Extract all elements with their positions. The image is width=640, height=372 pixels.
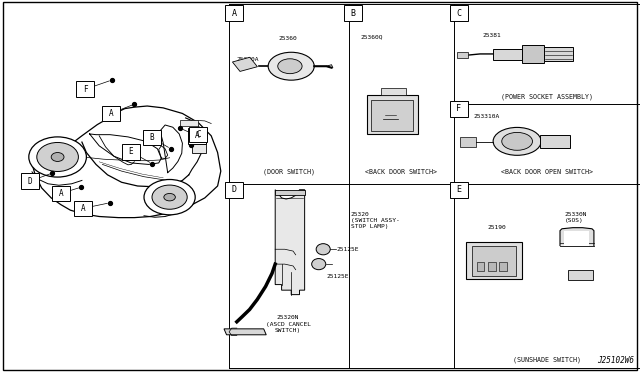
Ellipse shape [268, 52, 314, 80]
Text: A: A [58, 189, 63, 198]
Ellipse shape [51, 153, 64, 161]
Bar [180, 120, 198, 126]
Text: B: B [149, 133, 154, 142]
Text: B: B [351, 9, 356, 17]
Text: A: A [108, 109, 113, 118]
Text: F: F [456, 104, 461, 113]
Bar [225, 5, 243, 21]
Polygon shape [275, 190, 305, 295]
Text: F: F [83, 85, 88, 94]
Bar [477, 262, 484, 271]
Text: 25360A: 25360A [237, 57, 259, 62]
Bar [450, 101, 468, 117]
Bar [371, 100, 413, 131]
Bar [21, 173, 39, 189]
Bar [76, 81, 94, 97]
Bar [499, 262, 507, 271]
Ellipse shape [29, 137, 86, 177]
Text: (SUNSHADE SWITCH): (SUNSHADE SWITCH) [513, 356, 581, 363]
Bar [466, 242, 522, 279]
Text: A: A [195, 131, 200, 140]
Bar [457, 52, 468, 58]
Text: A: A [232, 9, 237, 17]
Text: A: A [81, 204, 86, 213]
Text: D: D [28, 177, 33, 186]
Bar [102, 106, 120, 121]
Ellipse shape [502, 132, 532, 150]
Bar [568, 270, 593, 280]
Text: <BACK DOOR OPEN SWITCH>: <BACK DOOR OPEN SWITCH> [501, 169, 593, 175]
Text: 253310A: 253310A [474, 113, 500, 119]
Bar [74, 201, 92, 216]
Bar [122, 144, 140, 160]
Text: E: E [128, 147, 133, 156]
Bar [367, 95, 418, 134]
Bar [381, 88, 406, 95]
Text: 25360: 25360 [278, 36, 298, 41]
Bar [544, 47, 573, 61]
Text: 25360Q: 25360Q [360, 35, 383, 40]
Bar [143, 130, 161, 145]
Ellipse shape [152, 185, 188, 209]
Text: D: D [232, 185, 237, 194]
Bar [192, 132, 206, 153]
Polygon shape [224, 329, 266, 335]
Text: <BACK DOOR SWITCH>: <BACK DOOR SWITCH> [365, 169, 437, 175]
Text: 25320
(SWITCH ASSY-
STOP LAMP): 25320 (SWITCH ASSY- STOP LAMP) [351, 212, 399, 230]
Polygon shape [564, 231, 589, 246]
Bar [450, 182, 468, 198]
Text: C: C [456, 9, 461, 17]
Bar [472, 246, 516, 276]
Text: 25381: 25381 [482, 33, 501, 38]
Text: C: C [196, 130, 201, 139]
Bar [493, 49, 522, 60]
Bar [52, 186, 70, 201]
Text: 25320N
(ASCD CANCEL
SWITCH): 25320N (ASCD CANCEL SWITCH) [266, 315, 310, 333]
Ellipse shape [316, 244, 330, 255]
Polygon shape [275, 190, 305, 195]
Ellipse shape [278, 59, 302, 74]
Bar [450, 5, 468, 21]
Bar [232, 57, 257, 71]
Text: 25190: 25190 [488, 225, 506, 230]
Text: 25330N
(SOS): 25330N (SOS) [564, 212, 587, 223]
Bar [540, 135, 570, 148]
Text: 25125E: 25125E [326, 273, 349, 279]
Text: J25102W6: J25102W6 [596, 356, 634, 365]
Text: 25125E: 25125E [336, 247, 358, 252]
Ellipse shape [144, 180, 195, 215]
Ellipse shape [36, 142, 78, 171]
Bar [189, 127, 207, 142]
Bar [344, 5, 362, 21]
Text: (POWER SOCKET ASSEMBLY): (POWER SOCKET ASSEMBLY) [501, 94, 593, 100]
Text: E: E [456, 185, 461, 194]
Ellipse shape [493, 128, 541, 155]
Bar [460, 137, 476, 147]
Bar [522, 45, 544, 63]
Ellipse shape [312, 259, 326, 270]
Polygon shape [560, 228, 594, 246]
Bar [188, 128, 206, 144]
Bar [488, 262, 496, 271]
Bar [225, 182, 243, 198]
Ellipse shape [164, 193, 175, 201]
Text: (DOOR SWITCH): (DOOR SWITCH) [263, 169, 316, 175]
